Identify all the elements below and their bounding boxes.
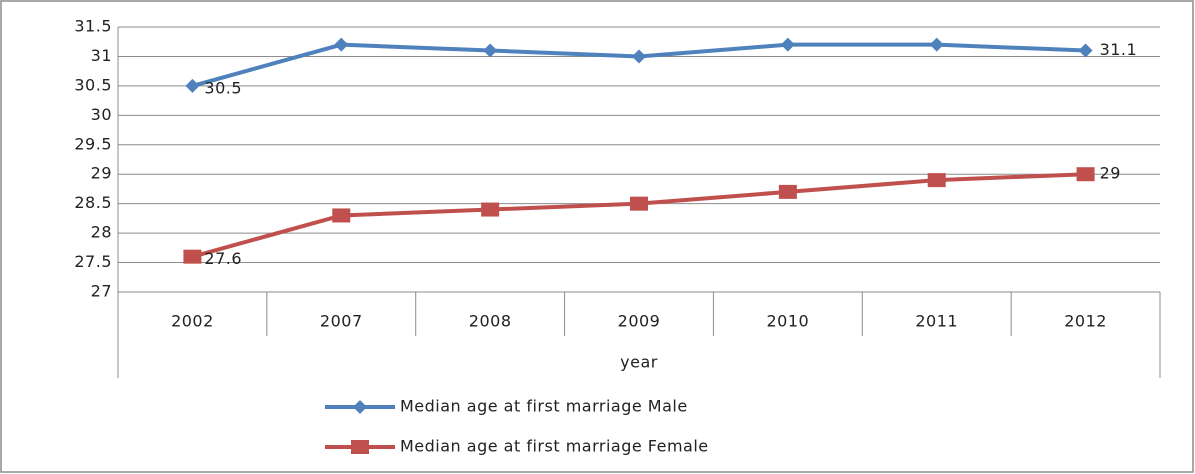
marker — [1078, 43, 1093, 58]
x-tick-label: 2008 — [469, 312, 512, 331]
marker — [780, 37, 795, 52]
y-tick-label: 29 — [91, 164, 112, 183]
marker — [1076, 167, 1095, 182]
y-tick-label: 27 — [91, 282, 112, 301]
legend-label: Median age at first marriage Female — [400, 437, 709, 456]
marker — [332, 208, 351, 223]
x-tick-label: 2010 — [766, 312, 809, 331]
y-tick-label: 31.5 — [74, 17, 112, 36]
marker — [185, 78, 200, 93]
x-tick-label: 2011 — [915, 312, 958, 331]
marker — [778, 184, 797, 199]
marker — [929, 37, 944, 52]
data-label: 31.1 — [1100, 40, 1138, 59]
marker — [353, 400, 367, 414]
marker — [183, 249, 202, 264]
y-tick-label: 27.5 — [74, 252, 112, 271]
marker — [334, 37, 349, 52]
x-axis-title: year — [620, 353, 658, 372]
marker — [351, 440, 369, 454]
y-tick-label: 29.5 — [74, 134, 112, 153]
y-tick-label: 28.5 — [74, 193, 112, 212]
y-tick-label: 30 — [91, 105, 112, 124]
y-tick-label: 31 — [91, 46, 112, 65]
data-label: 27.6 — [204, 249, 242, 268]
marker — [927, 173, 946, 188]
data-label: 29 — [1100, 164, 1121, 183]
x-tick-label: 2012 — [1064, 312, 1107, 331]
data-label: 30.5 — [204, 78, 242, 97]
marker — [630, 196, 648, 211]
marker — [632, 49, 646, 64]
marker — [481, 202, 500, 217]
y-tick-label: 28 — [91, 223, 112, 242]
legend-label: Median age at first marriage Male — [400, 397, 688, 416]
x-tick-label: 2009 — [618, 312, 661, 331]
marker — [483, 43, 498, 58]
y-tick-label: 30.5 — [74, 75, 112, 94]
x-tick-label: 2007 — [320, 312, 363, 331]
x-tick-label: 2002 — [171, 312, 214, 331]
